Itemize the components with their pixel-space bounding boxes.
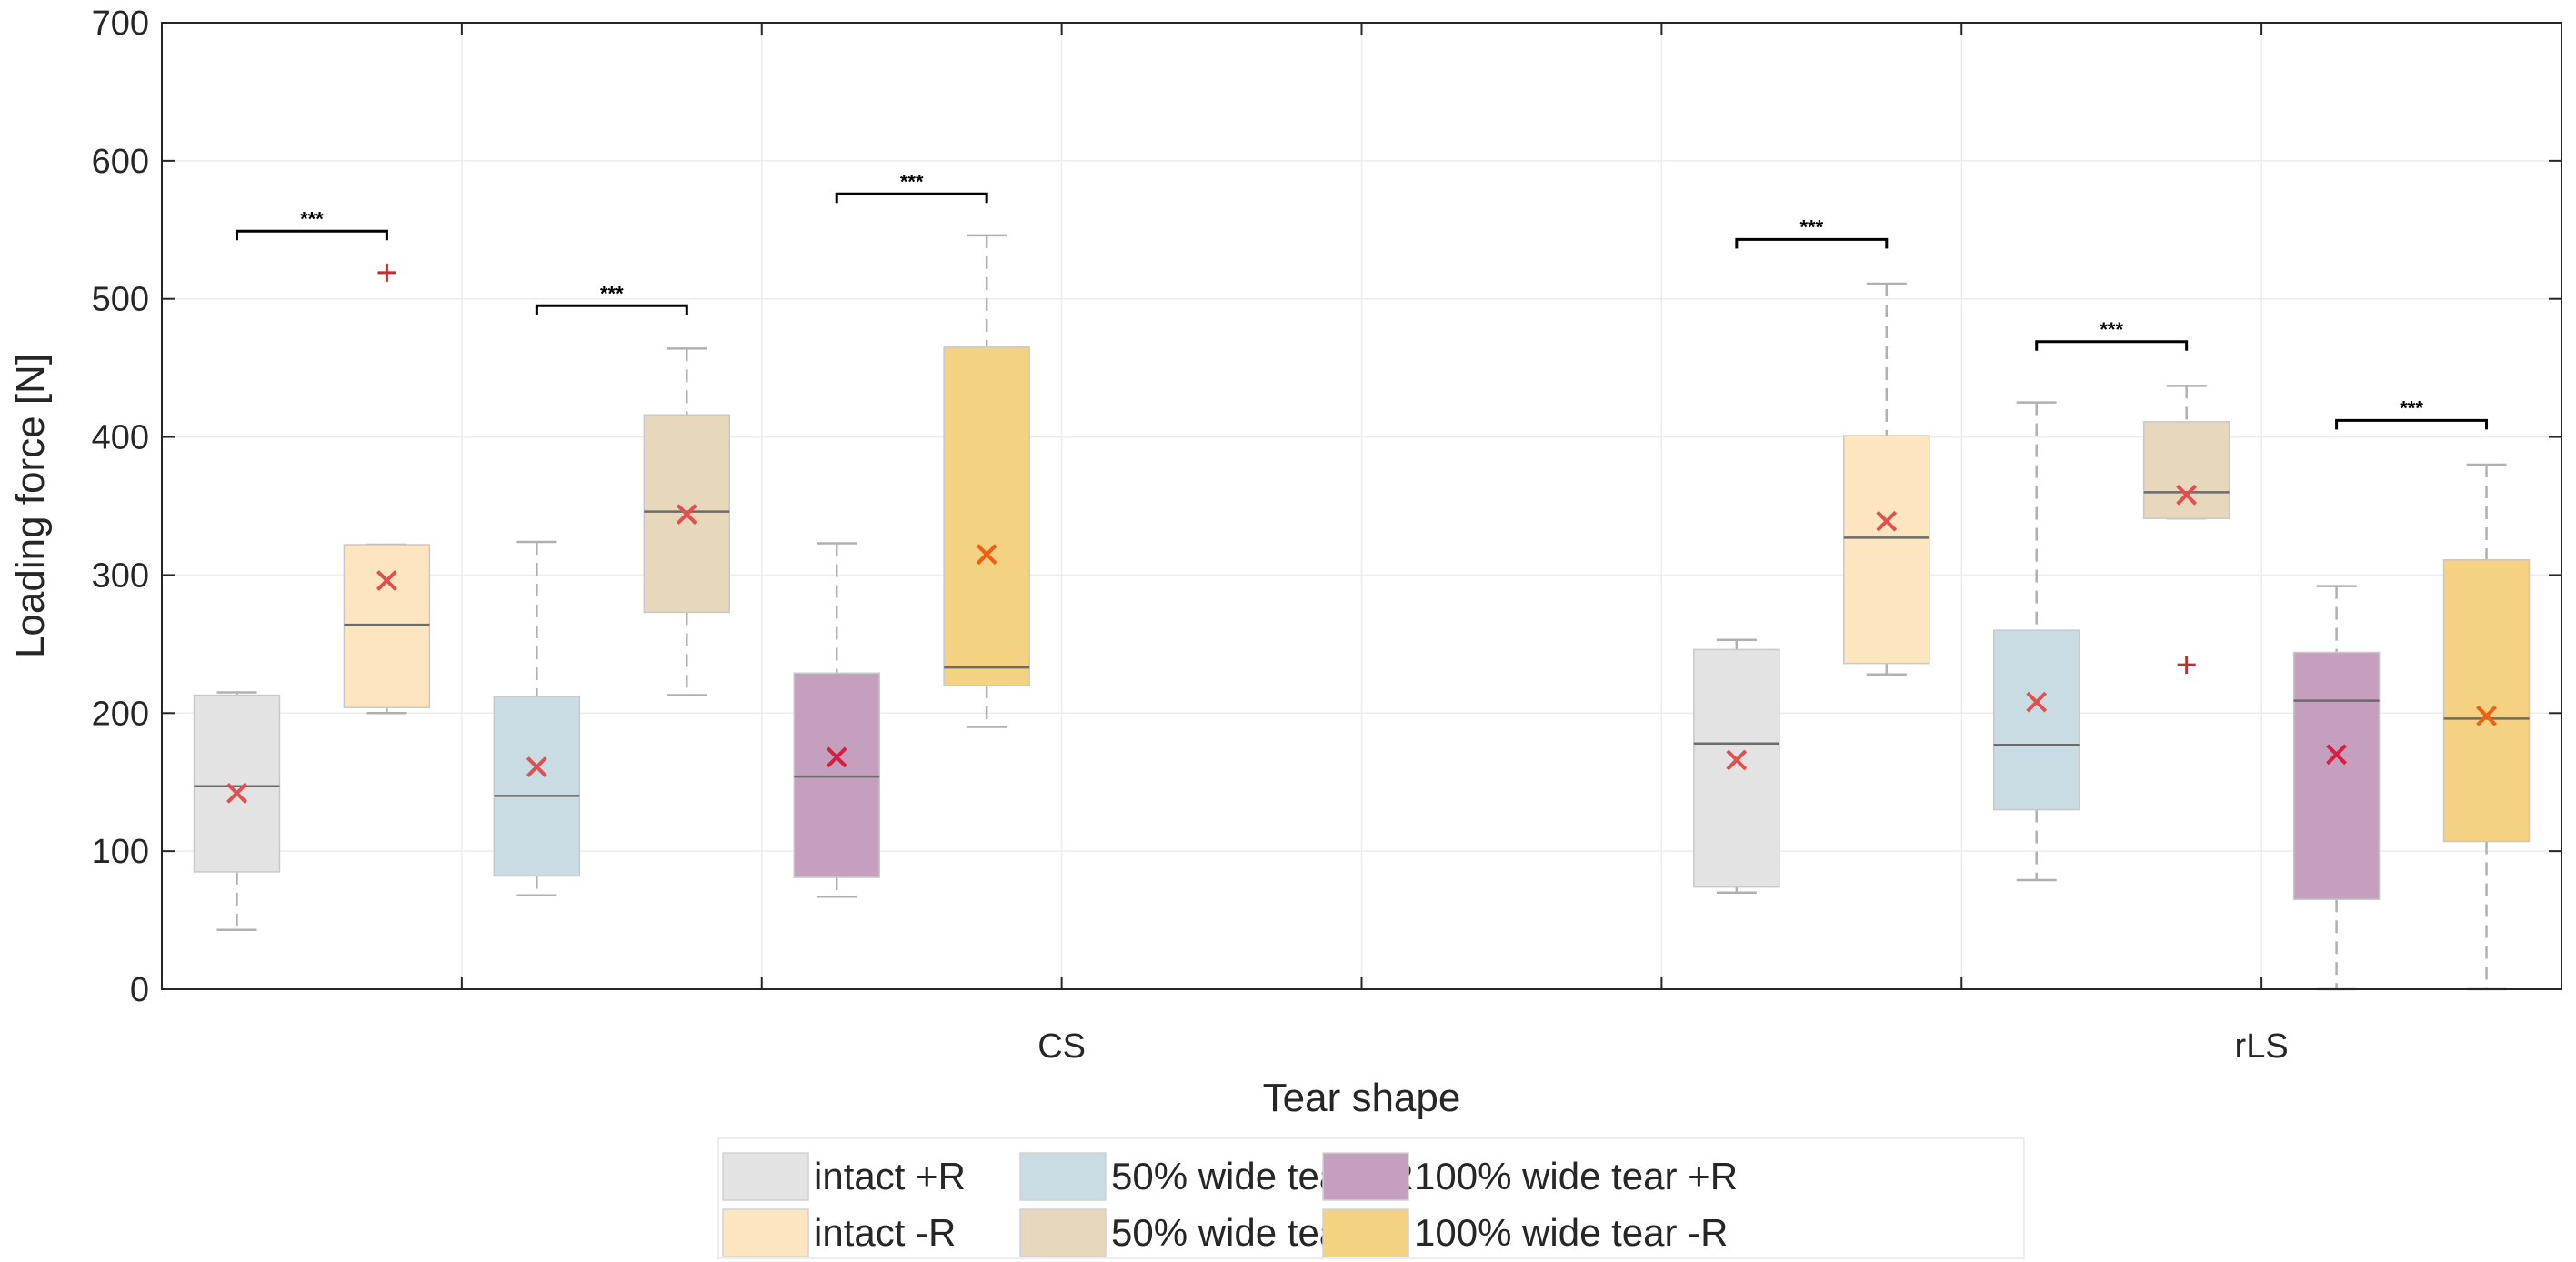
mean-marker [1876,510,1898,532]
significance-bracket: *** [2035,318,2189,351]
box-body [943,346,1030,686]
mean-marker [526,756,547,777]
significance-bracket: *** [2335,396,2489,430]
axis-ticks: 0 100 200 300 400 500 600 700 CS rLS [92,5,2561,1066]
legend-swatch [1322,1208,1409,1257]
legend-label: 100% wide tear +R [1414,1155,1738,1197]
mean-marker [376,570,397,591]
box-9 [2142,385,2230,675]
box-3 [643,347,731,696]
bracket-line [1735,237,1889,249]
box-body [2292,651,2381,901]
y-tick-label: 200 [92,695,149,733]
legend-label: 100% wide tear -R [1414,1211,1729,1254]
mean-marker [1726,749,1748,771]
significance-bracket: *** [535,282,688,316]
box-11 [2442,463,2531,991]
significance-label: *** [2400,396,2423,419]
box-body [793,672,880,878]
y-tick-label: 100 [92,833,149,871]
box-5 [943,234,1030,728]
y-tick-label: 0 [130,971,149,1009]
box-body [493,696,581,877]
y-axis-title: Loading force [N] [8,354,53,658]
mean-marker [2326,744,2348,766]
significance-label: *** [900,170,924,193]
significance-label: *** [600,282,624,305]
box-body [343,544,431,708]
box-10 [2292,585,2381,991]
box-8 [1992,401,2080,882]
mean-marker [676,504,697,526]
significance-label: *** [2100,318,2123,341]
box-body [2142,421,2230,519]
boxes [193,234,2531,991]
x-group-label: rLS [2235,1027,2289,1066]
legend: intact +R 50% wide tear +R 100% wide tear … [717,1137,2025,1259]
mean-marker [226,782,247,804]
box-1 [343,263,431,715]
box-7 [1843,282,1930,676]
bracket-line [835,192,988,204]
box-body [2442,558,2531,843]
y-tick-label: 300 [92,556,149,595]
legend-swatch [1019,1208,1107,1257]
box-body [1843,435,1930,665]
mean-marker [826,746,847,768]
significance-bracket: *** [235,207,388,241]
bracket-line [235,229,388,241]
y-tick-label: 700 [92,5,149,43]
box-0 [193,691,281,931]
legend-swatch [722,1152,809,1201]
significance-bracket: *** [835,170,988,204]
significance-label: *** [1799,215,1823,238]
bracket-line [2035,340,2189,351]
box-2 [493,540,581,896]
y-tick-label: 400 [92,419,149,457]
mean-marker [2026,691,2048,713]
y-tick-label: 600 [92,143,149,181]
box-body [1992,629,2080,811]
x-axis-title: Tear shape [1263,1076,1461,1120]
legend-label: intact -R [814,1211,956,1254]
box-body [1693,648,1780,888]
mean-marker [2176,484,2198,506]
box-6 [1693,638,1780,894]
x-group-label: CS [1037,1027,1086,1066]
box-body [193,694,281,873]
bracket-line [2335,418,2489,430]
legend-swatch [1019,1152,1107,1201]
significance-label: *** [300,207,324,230]
mean-marker [976,544,997,566]
significance-bracket: *** [1735,215,1889,249]
legend-swatch [1322,1152,1409,1201]
y-tick-label: 500 [92,281,149,319]
significance-brackets: *** *** *** *** *** *** [235,170,2489,430]
legend-swatch [722,1208,809,1257]
legend-label: intact +R [814,1155,966,1197]
box-4 [793,542,880,898]
mean-marker [2476,705,2497,726]
bracket-line [535,304,688,316]
